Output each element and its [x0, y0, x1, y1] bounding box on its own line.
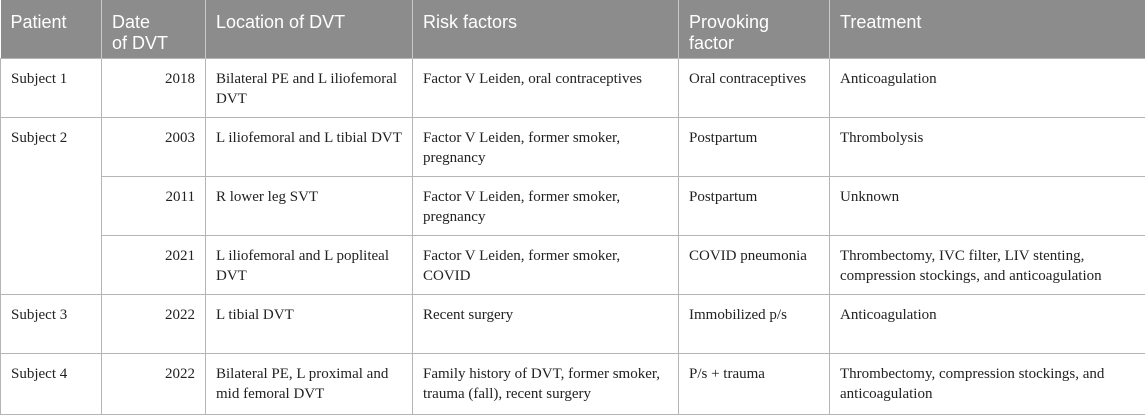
- table-row: 2021 L iliofemoral and L popliteal DVT F…: [1, 235, 1145, 294]
- cell-patient: Subject 3: [1, 294, 102, 353]
- table-row: Subject 3 2022 L tibial DVT Recent surge…: [1, 294, 1145, 353]
- cell-location: R lower leg SVT: [206, 176, 413, 235]
- cell-location: Bilateral PE and L iliofemoral DVT: [206, 58, 413, 117]
- cell-date: 2018: [102, 58, 206, 117]
- cell-risk: Factor V Leiden, former smoker, COVID: [413, 235, 679, 294]
- table-row: 2011 R lower leg SVT Factor V Leiden, fo…: [1, 176, 1145, 235]
- cell-provoking: COVID pneumonia: [679, 235, 830, 294]
- cell-date: 2021: [102, 235, 206, 294]
- cell-provoking: Immobilized p/s: [679, 294, 830, 353]
- cell-date: 2003: [102, 117, 206, 176]
- cell-location: L iliofemoral and L tibial DVT: [206, 117, 413, 176]
- cell-date: 2011: [102, 176, 206, 235]
- cell-location: L tibial DVT: [206, 294, 413, 353]
- cell-patient: Subject 1: [1, 58, 102, 117]
- table-row: Subject 2 2003 L iliofemoral and L tibia…: [1, 117, 1145, 176]
- header-risk-factors: Risk factors: [413, 0, 679, 58]
- cell-risk: Factor V Leiden, former smoker, pregnanc…: [413, 117, 679, 176]
- cell-treatment: Unknown: [830, 176, 1145, 235]
- cell-provoking: Postpartum: [679, 176, 830, 235]
- cell-provoking: Postpartum: [679, 117, 830, 176]
- cell-provoking: Oral contraceptives: [679, 58, 830, 117]
- header-patient: Patient: [1, 0, 102, 58]
- cell-risk: Recent surgery: [413, 294, 679, 353]
- cell-patient: Subject 2: [1, 117, 102, 294]
- table-row: Subject 1 2018 Bilateral PE and L iliofe…: [1, 58, 1145, 117]
- header-treatment: Treatment: [830, 0, 1145, 58]
- cell-treatment: Thrombectomy, IVC filter, LIV stenting, …: [830, 235, 1145, 294]
- cell-treatment: Anticoagulation: [830, 58, 1145, 117]
- cell-risk: Factor V Leiden, oral contraceptives: [413, 58, 679, 117]
- header-location: Location of DVT: [206, 0, 413, 58]
- cell-treatment: Thrombolysis: [830, 117, 1145, 176]
- cell-risk: Factor V Leiden, former smoker, pregnanc…: [413, 176, 679, 235]
- cell-date: 2022: [102, 294, 206, 353]
- cell-treatment: Anticoagulation: [830, 294, 1145, 353]
- cell-location: L iliofemoral and L popliteal DVT: [206, 235, 413, 294]
